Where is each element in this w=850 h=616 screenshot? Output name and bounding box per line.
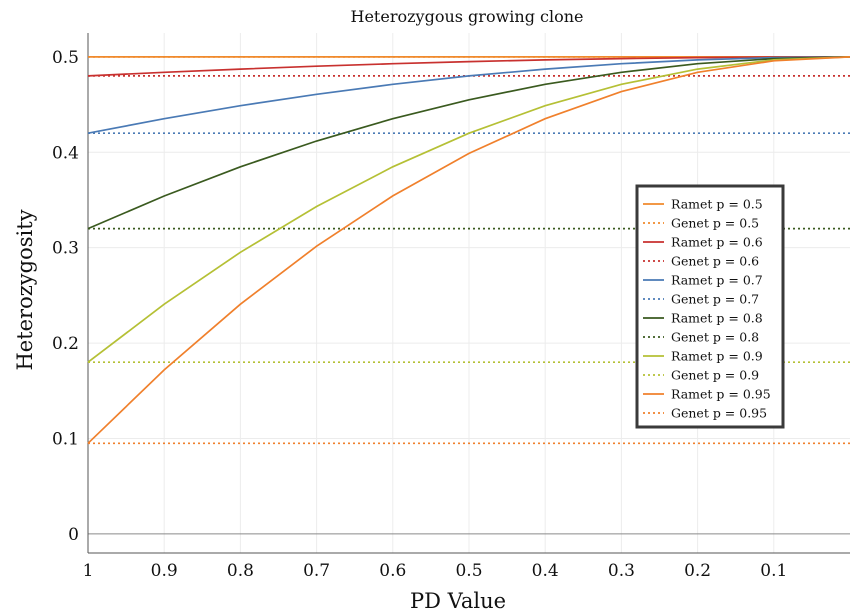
x-tick-label: 0.1	[760, 561, 787, 581]
x-tick-label: 0.2	[684, 561, 711, 581]
x-tick-label: 0.5	[455, 561, 482, 581]
legend-label: Ramet p = 0.7	[671, 273, 763, 288]
x-tick-label: 0.3	[608, 561, 635, 581]
x-axis-title: PD Value	[410, 589, 506, 613]
x-tick-label: 0.8	[227, 561, 254, 581]
y-tick-label: 0.1	[52, 430, 79, 450]
axes	[87, 33, 850, 554]
legend-label: Ramet p = 0.95	[671, 387, 771, 402]
x-tick-label: 0.6	[379, 561, 406, 581]
x-tick-label: 0.7	[303, 561, 330, 581]
y-axis-title: Heterozygosity	[13, 209, 37, 370]
legend-label: Genet p = 0.9	[671, 368, 759, 383]
legend-box	[635, 184, 785, 429]
y-tick-label: 0	[68, 525, 79, 545]
legend-label: Genet p = 0.6	[671, 254, 759, 269]
legend-label: Genet p = 0.8	[671, 330, 759, 345]
y-tick-label: 0.4	[52, 143, 79, 163]
legend-label: Genet p = 0.95	[671, 406, 767, 421]
ticks: 1 0.9 0.8 0.7 0.6 0.5 0.4 0.3 0.2 0.1 0 0.1 0.2 0.3 0.…	[52, 48, 787, 581]
legend-label: Ramet p = 0.9	[671, 349, 763, 364]
series-line-7	[87, 56, 850, 230]
y-tick-label: 0.2	[52, 334, 79, 354]
series-line-9	[87, 56, 850, 363]
y-tick-label: 0.3	[52, 239, 79, 259]
legend: Ramet p = 0.5 Genet p = 0.5 Ramet p = 0.6 G…	[635, 184, 785, 429]
legend-label: Ramet p = 0.5	[671, 197, 763, 212]
x-tick-label: 0.4	[532, 561, 559, 581]
y-tick-label: 0.5	[52, 48, 79, 68]
chart-title: Heterozygous growing clone	[351, 7, 584, 26]
legend-label: Genet p = 0.5	[671, 216, 759, 231]
legend-label: Genet p = 0.7	[671, 292, 759, 307]
x-tick-label: 0.9	[151, 561, 178, 581]
series-line-11	[87, 56, 850, 444]
series-line-5	[87, 56, 850, 135]
legend-label: Ramet p = 0.6	[671, 235, 763, 250]
legend-label: Ramet p = 0.8	[671, 311, 763, 326]
series-group	[87, 56, 850, 445]
series-line-3	[87, 56, 850, 77]
x-tick-label: 1	[83, 561, 94, 581]
